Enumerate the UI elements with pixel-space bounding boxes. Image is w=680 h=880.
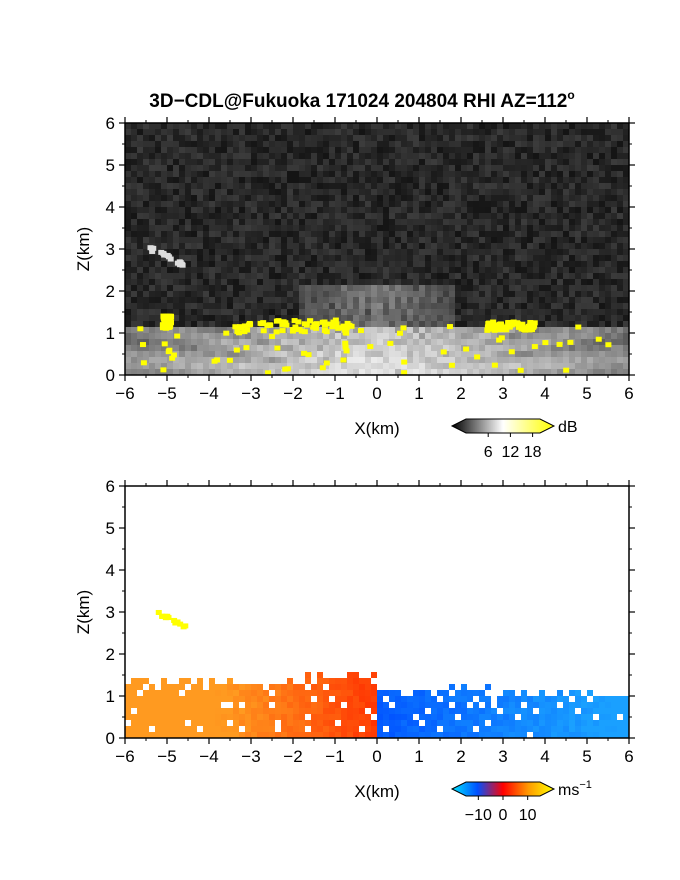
- x-tick-label: −5: [157, 747, 176, 766]
- x-tick-label: 6: [624, 747, 633, 766]
- x-tick-label: 0: [372, 384, 381, 403]
- colorbar-tick-label: 0: [499, 807, 508, 824]
- y-axis-label: Z(km): [74, 590, 93, 634]
- x-tick-label: 1: [414, 384, 423, 403]
- x-tick-label: 4: [540, 747, 549, 766]
- feature-2: [484, 319, 538, 333]
- colorbar-tick-label: −10: [465, 807, 492, 824]
- y-tick-label: 3: [106, 240, 115, 259]
- y-tick-label: 0: [106, 366, 115, 385]
- x-tick-label: 6: [624, 384, 633, 403]
- colorbar-tick-label: 18: [524, 444, 542, 461]
- colorbar-ramp: [450, 781, 556, 797]
- backscatter-axes: −6 −5 −4 −3 −2 −1 0 1 2 3 4 5 6 0 1 2 3 4 5 6 X(km) Z(km): [74, 114, 635, 438]
- y-tick-label: 4: [106, 198, 115, 217]
- x-tick-label: −5: [157, 384, 176, 403]
- x-tick-label: −6: [115, 384, 134, 403]
- velocity-colorbar: −10 0 10 ms−1: [450, 779, 592, 824]
- figure-title: 3D−CDL@Fukuoka 171024 204804 RHI AZ=112o: [149, 88, 574, 112]
- x-tick-label: −4: [199, 747, 218, 766]
- y-tick-label: 2: [106, 645, 115, 664]
- y-tick-label: 3: [106, 603, 115, 622]
- colorbar-tick-label: 10: [519, 807, 537, 824]
- x-tick-label: −3: [241, 747, 260, 766]
- x-tick-label: −6: [115, 747, 134, 766]
- x-tick-label: −4: [199, 384, 218, 403]
- feature-4: [147, 245, 186, 268]
- x-tick-label: 0: [372, 747, 381, 766]
- colorbar-unit: ms−1: [558, 779, 592, 799]
- x-tick-label: 5: [582, 747, 591, 766]
- y-tick-label: 6: [106, 114, 115, 133]
- x-tick-label: −2: [283, 747, 302, 766]
- x-tick-label: −3: [241, 384, 260, 403]
- feature-1: [232, 317, 355, 335]
- feature-3: [159, 313, 175, 331]
- colorbar-unit: dB: [558, 419, 578, 436]
- colorbar-ramp: [450, 418, 556, 434]
- x-tick-label: 2: [456, 384, 465, 403]
- y-tick-label: 5: [106, 519, 115, 538]
- heatmap-field: [125, 486, 629, 738]
- x-tick-label: 3: [498, 747, 507, 766]
- colorbar-tick-label: 6: [484, 444, 493, 461]
- y-tick-label: 0: [106, 729, 115, 748]
- y-tick-label: 2: [106, 282, 115, 301]
- x-tick-label: 4: [540, 384, 549, 403]
- backscatter-plot-area: [125, 123, 629, 376]
- y-tick-label: 6: [106, 477, 115, 496]
- backscatter-colorbar: 6 12 18 dB: [450, 418, 578, 461]
- x-tick-label: 2: [456, 747, 465, 766]
- y-tick-label: 1: [106, 324, 115, 343]
- y-axis-label: Z(km): [74, 227, 93, 271]
- x-tick-label: 3: [498, 384, 507, 403]
- y-tick-label: 5: [106, 156, 115, 175]
- y-tick-label: 4: [106, 561, 115, 580]
- x-axis-label: X(km): [354, 782, 399, 801]
- x-tick-label: 1: [414, 747, 423, 766]
- velocity-axes: −6 −5 −4 −3 −2 −1 0 1 2 3 4 5 6 0 1 2 3 4 5 6 X(km) Z(km): [74, 477, 635, 801]
- velocity-plot-area: [125, 486, 629, 738]
- x-tick-label: −1: [325, 747, 344, 766]
- y-tick-label: 1: [106, 687, 115, 706]
- colorbar-tick-label: 12: [502, 444, 520, 461]
- feature-2: [155, 609, 189, 630]
- x-tick-label: 5: [582, 384, 591, 403]
- x-tick-label: −2: [283, 384, 302, 403]
- x-axis-label: X(km): [354, 419, 399, 438]
- x-tick-label: −1: [325, 384, 344, 403]
- heatmap-field: [125, 123, 629, 375]
